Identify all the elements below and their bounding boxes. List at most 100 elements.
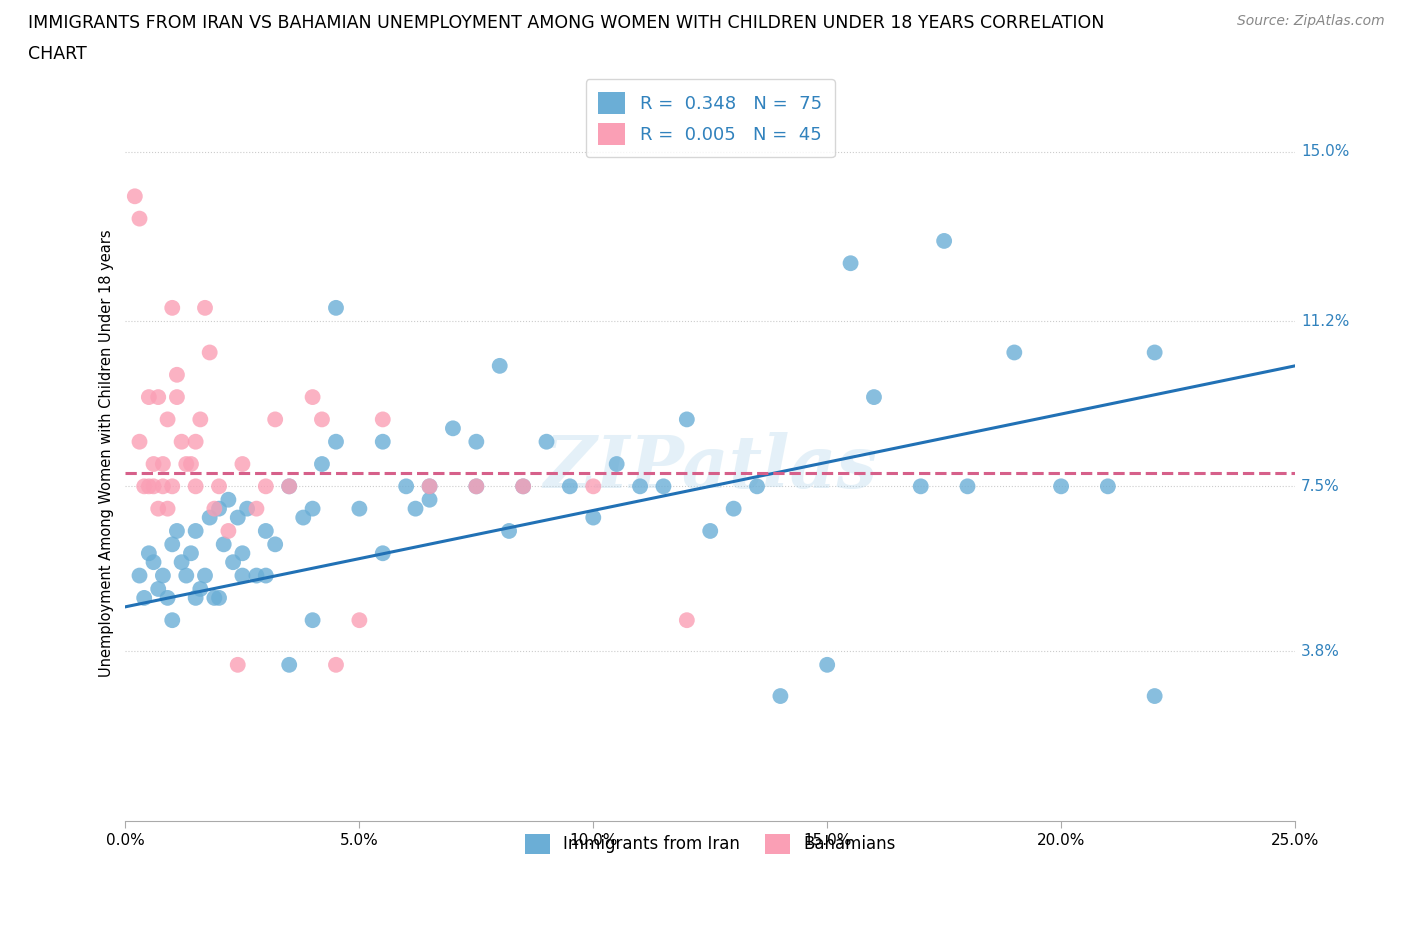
Point <box>558 479 581 494</box>
Point <box>156 412 179 427</box>
Point <box>652 479 675 494</box>
Point <box>723 501 745 516</box>
Point <box>166 367 188 382</box>
Point <box>371 434 394 449</box>
Point <box>202 591 225 605</box>
Point <box>934 233 956 248</box>
Point <box>245 568 267 583</box>
Point <box>292 511 315 525</box>
Point <box>142 555 165 570</box>
Point <box>128 211 150 226</box>
Point <box>465 479 488 494</box>
Point <box>170 434 193 449</box>
Point <box>217 492 239 507</box>
Point <box>128 434 150 449</box>
Point <box>245 501 267 516</box>
Point <box>134 591 156 605</box>
Point <box>512 479 534 494</box>
Point <box>325 300 347 315</box>
Point <box>156 501 179 516</box>
Point <box>184 434 207 449</box>
Point <box>839 256 862 271</box>
Text: ZIPatlas: ZIPatlas <box>543 432 877 503</box>
Point <box>128 568 150 583</box>
Point <box>488 358 510 373</box>
Y-axis label: Unemployment Among Women with Children Under 18 years: Unemployment Among Women with Children U… <box>100 229 114 677</box>
Point <box>582 511 605 525</box>
Point <box>606 457 628 472</box>
Point <box>301 613 323 628</box>
Point <box>188 581 211 596</box>
Point <box>162 300 184 315</box>
Point <box>212 537 235 551</box>
Point <box>264 537 287 551</box>
Point <box>349 613 371 628</box>
Point <box>231 568 253 583</box>
Legend: Immigrants from Iran, Bahamians: Immigrants from Iran, Bahamians <box>517 827 903 860</box>
Point <box>498 524 520 538</box>
Point <box>148 390 170 405</box>
Point <box>180 457 202 472</box>
Point <box>170 555 193 570</box>
Point <box>138 546 160 561</box>
Point <box>184 591 207 605</box>
Point <box>198 511 221 525</box>
Point <box>162 537 184 551</box>
Point <box>419 492 441 507</box>
Point <box>465 434 488 449</box>
Point <box>301 390 323 405</box>
Point <box>311 457 333 472</box>
Point <box>166 390 188 405</box>
Point <box>174 568 197 583</box>
Point <box>184 524 207 538</box>
Point <box>582 479 605 494</box>
Point <box>1050 479 1073 494</box>
Point <box>419 479 441 494</box>
Point <box>208 501 231 516</box>
Point <box>148 581 170 596</box>
Text: IMMIGRANTS FROM IRAN VS BAHAMIAN UNEMPLOYMENT AMONG WOMEN WITH CHILDREN UNDER 18: IMMIGRANTS FROM IRAN VS BAHAMIAN UNEMPLO… <box>28 14 1105 32</box>
Point <box>162 479 184 494</box>
Point <box>194 568 217 583</box>
Point <box>405 501 427 516</box>
Point <box>1143 345 1166 360</box>
Point <box>769 688 792 703</box>
Point <box>226 511 249 525</box>
Point <box>278 479 301 494</box>
Point <box>194 300 217 315</box>
Text: 15.0%: 15.0% <box>1301 144 1350 159</box>
Point <box>254 479 277 494</box>
Point <box>465 479 488 494</box>
Point <box>264 412 287 427</box>
Text: 11.2%: 11.2% <box>1301 313 1350 328</box>
Point <box>325 658 347 672</box>
Point <box>148 501 170 516</box>
Point <box>1002 345 1025 360</box>
Point <box>910 479 932 494</box>
Point <box>512 479 534 494</box>
Point <box>699 524 721 538</box>
Point <box>395 479 418 494</box>
Point <box>349 501 371 516</box>
Point <box>188 412 211 427</box>
Point <box>676 613 699 628</box>
Point <box>231 546 253 561</box>
Point <box>152 457 174 472</box>
Point <box>371 412 394 427</box>
Point <box>278 658 301 672</box>
Point <box>956 479 979 494</box>
Point <box>156 591 179 605</box>
Point <box>863 390 886 405</box>
Point <box>208 591 231 605</box>
Point <box>226 658 249 672</box>
Point <box>174 457 197 472</box>
Point <box>134 479 156 494</box>
Point <box>371 546 394 561</box>
Point <box>142 457 165 472</box>
Point <box>138 479 160 494</box>
Point <box>198 345 221 360</box>
Point <box>184 479 207 494</box>
Point <box>419 479 441 494</box>
Point <box>254 524 277 538</box>
Point <box>217 524 239 538</box>
